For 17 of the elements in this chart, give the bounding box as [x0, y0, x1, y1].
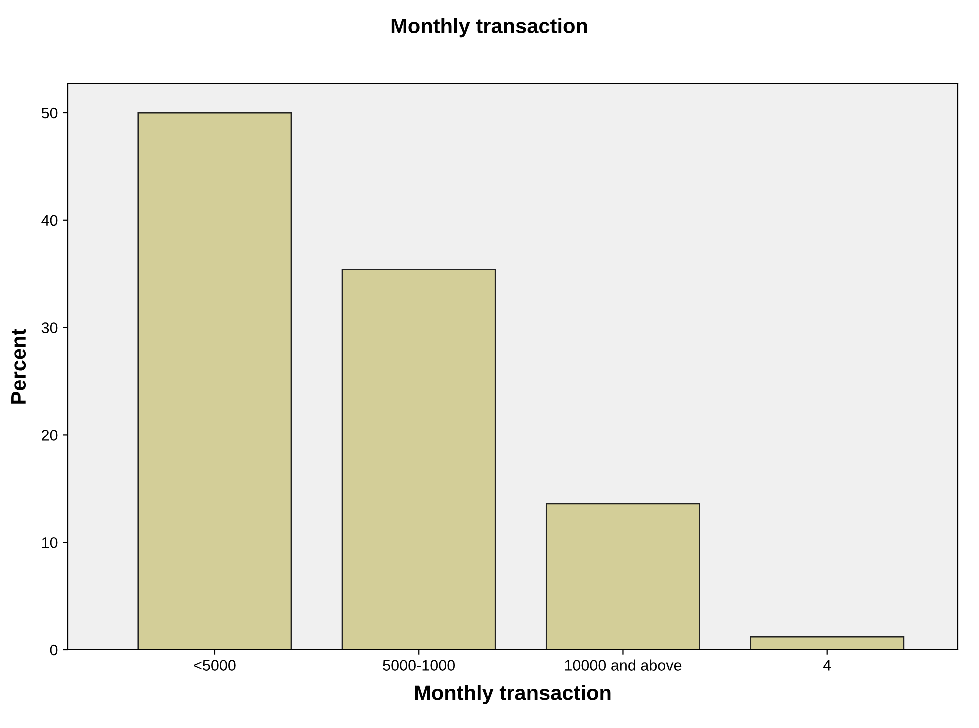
y-tick-label: 50	[42, 108, 58, 119]
y-tick-label: 10	[42, 537, 58, 548]
y-tick-label: 0	[50, 644, 58, 656]
chart-title: Monthly transaction	[392, 18, 588, 38]
bar	[138, 112, 292, 650]
y-tick-label: 30	[42, 322, 58, 334]
y-tick-label: 40	[42, 215, 58, 226]
bar	[546, 503, 700, 650]
y-axis-title: Percent	[12, 329, 26, 404]
bar	[342, 269, 496, 650]
x-tick-label: 10000 and above	[565, 660, 682, 671]
x-tick-label: <5000	[194, 660, 236, 671]
bar	[750, 636, 905, 650]
y-tick-label: 20	[42, 430, 58, 441]
x-tick-label: 5000-1000	[383, 660, 456, 671]
x-tick-label: 4	[823, 660, 832, 671]
x-axis-title: Monthly transaction	[415, 685, 611, 704]
